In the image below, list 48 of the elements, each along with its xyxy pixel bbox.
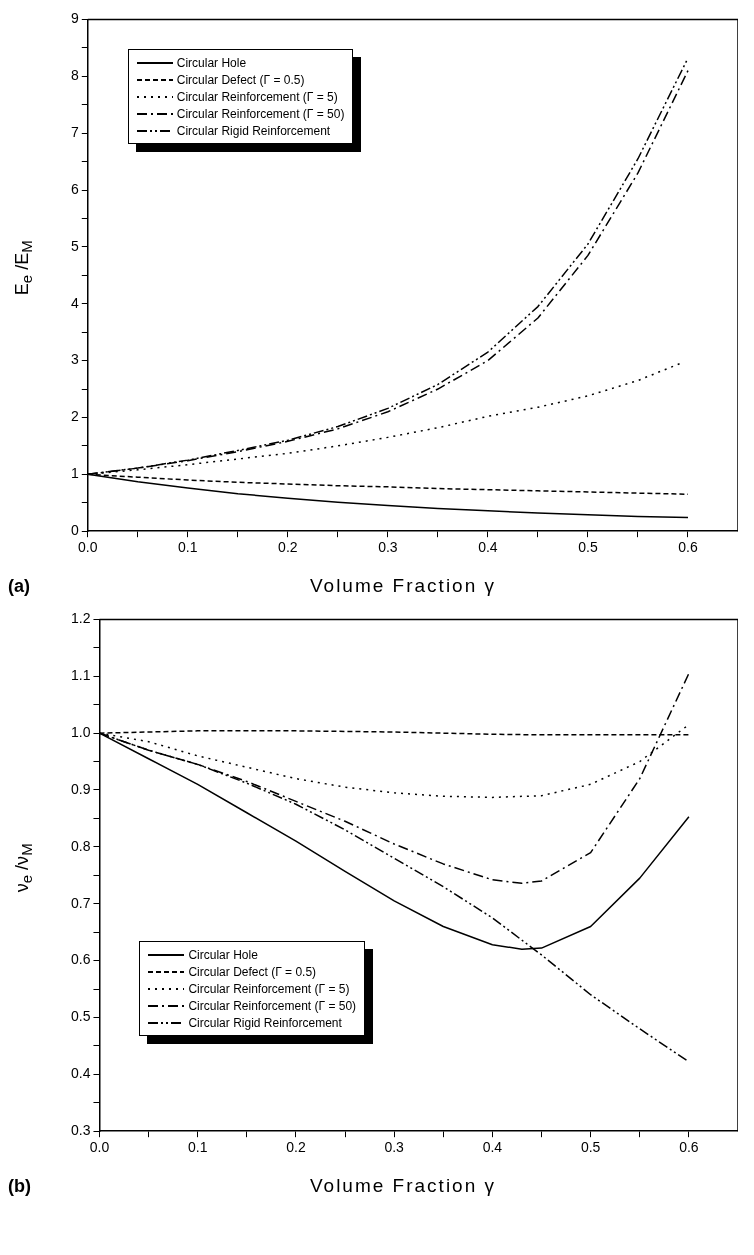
x-tick-label: 0.5: [580, 1139, 601, 1156]
y-tick-label: 1.0: [70, 723, 91, 740]
legend-label: Circular Reinforcement (Γ = 5): [188, 981, 350, 996]
y-tick-label: 0.7: [70, 894, 91, 911]
x-tick-label: 0.4: [478, 539, 498, 556]
y-tick-label: 0.9: [70, 780, 91, 797]
x-tick-label: 0.6: [678, 539, 698, 556]
x-tick-label: 0.3: [378, 539, 398, 556]
x-tick-label: 0.2: [278, 539, 298, 556]
text: (b): [8, 1175, 32, 1197]
y-tick-label: 0.8: [70, 837, 91, 854]
y-tick-label: 4: [70, 294, 79, 311]
x-axis-title: Volume Fraction γ: [308, 575, 498, 597]
legend-label: Circular Reinforcement (Γ = 50): [188, 998, 357, 1013]
y-tick-label: 1: [70, 465, 79, 482]
legend-label: Circular Reinforcement (Γ = 50): [176, 106, 345, 121]
legend-label: Circular Hole: [176, 55, 247, 70]
y-tick-label: 0.5: [70, 1008, 91, 1025]
x-tick-label: 0.0: [89, 1139, 110, 1156]
legend-label: Circular Defect (Γ = 0.5): [188, 964, 317, 979]
y-tick-label: 6: [70, 180, 79, 197]
y-tick-label: 1.2: [70, 610, 91, 627]
x-tick-label: 0.1: [187, 1139, 208, 1156]
x-tick-label: 0.1: [178, 539, 198, 556]
y-tick-label: 7: [70, 123, 79, 140]
legend-label: Circular Reinforcement (Γ = 5): [176, 89, 338, 104]
x-tick-label: 0.6: [679, 1139, 699, 1156]
y-tick-label: 0.3: [70, 1122, 91, 1139]
y-tick-label: 8: [70, 67, 79, 84]
x-tick-label: 0.2: [286, 1139, 306, 1156]
x-tick-label: 0.4: [482, 1139, 503, 1156]
x-axis-title: Volume Fraction γ: [308, 1175, 498, 1197]
x-tick-label: 0.0: [78, 539, 98, 556]
text: (a): [8, 575, 31, 597]
legend-label: Circular Rigid Reinforcement: [176, 123, 331, 138]
y-tick-label: 1.1: [70, 667, 91, 684]
y-tick-label: 0: [70, 522, 79, 539]
legend-label: Circular Rigid Reinforcement: [188, 1015, 342, 1030]
y-tick-label: 2: [70, 408, 79, 425]
y-tick-label: 0.6: [70, 951, 91, 968]
y-tick-label: 3: [70, 351, 79, 368]
legend-label: Circular Defect (Γ = 0.5): [176, 72, 305, 87]
x-tick-label: 0.5: [578, 539, 598, 556]
y-tick-label: 0.4: [70, 1065, 91, 1082]
legend-label: Circular Hole: [188, 947, 258, 962]
y-tick-label: 5: [70, 237, 79, 254]
x-tick-label: 0.3: [384, 1139, 405, 1156]
y-tick-label: 9: [70, 10, 79, 27]
